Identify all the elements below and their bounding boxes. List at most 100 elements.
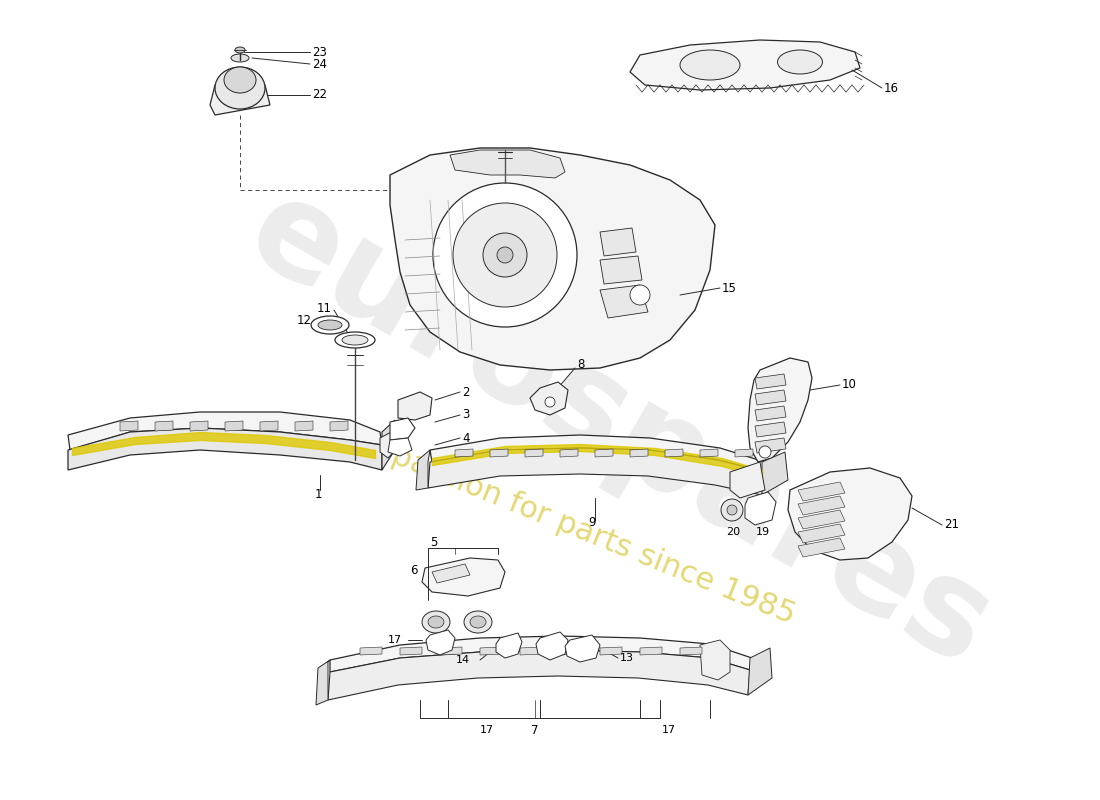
- Polygon shape: [295, 421, 313, 431]
- Polygon shape: [700, 449, 718, 457]
- Circle shape: [453, 203, 557, 307]
- Ellipse shape: [428, 616, 444, 628]
- Polygon shape: [536, 632, 568, 660]
- Polygon shape: [190, 421, 208, 431]
- Polygon shape: [260, 421, 278, 431]
- Circle shape: [759, 446, 771, 458]
- Polygon shape: [560, 647, 582, 655]
- Text: 4: 4: [462, 431, 470, 445]
- Polygon shape: [755, 406, 786, 421]
- Polygon shape: [666, 449, 683, 457]
- Polygon shape: [330, 636, 752, 672]
- Text: 7: 7: [531, 723, 539, 737]
- Text: 13: 13: [620, 653, 634, 663]
- Text: a passion for parts since 1985: a passion for parts since 1985: [361, 430, 800, 630]
- Text: 6: 6: [410, 563, 418, 577]
- Polygon shape: [328, 650, 750, 700]
- Polygon shape: [400, 647, 422, 655]
- Polygon shape: [755, 438, 786, 453]
- Text: 23: 23: [312, 46, 327, 58]
- Circle shape: [433, 183, 578, 327]
- Text: 16: 16: [884, 82, 899, 94]
- Polygon shape: [798, 496, 845, 515]
- Ellipse shape: [336, 332, 375, 348]
- Ellipse shape: [342, 335, 369, 345]
- Polygon shape: [455, 449, 473, 457]
- Ellipse shape: [680, 50, 740, 80]
- Polygon shape: [735, 449, 754, 457]
- Text: 10: 10: [842, 378, 857, 391]
- Polygon shape: [565, 635, 600, 662]
- Text: 11: 11: [317, 302, 332, 314]
- Polygon shape: [748, 358, 812, 462]
- Circle shape: [483, 233, 527, 277]
- Polygon shape: [330, 421, 348, 431]
- Ellipse shape: [214, 67, 265, 109]
- Polygon shape: [390, 418, 415, 440]
- Text: 24: 24: [312, 58, 327, 70]
- Polygon shape: [226, 421, 243, 431]
- Polygon shape: [762, 452, 788, 495]
- Circle shape: [497, 247, 513, 263]
- Text: 17: 17: [480, 725, 494, 735]
- Ellipse shape: [231, 54, 249, 62]
- Circle shape: [630, 285, 650, 305]
- Polygon shape: [422, 558, 505, 596]
- Ellipse shape: [318, 320, 342, 330]
- Polygon shape: [520, 647, 542, 655]
- Polygon shape: [530, 382, 568, 415]
- Ellipse shape: [311, 316, 349, 334]
- Ellipse shape: [464, 611, 492, 633]
- Polygon shape: [480, 647, 502, 655]
- Polygon shape: [755, 374, 786, 389]
- Circle shape: [727, 505, 737, 515]
- Polygon shape: [755, 390, 786, 405]
- Polygon shape: [798, 524, 845, 543]
- Circle shape: [544, 397, 556, 407]
- Circle shape: [720, 499, 742, 521]
- Polygon shape: [525, 449, 543, 457]
- Text: 12: 12: [297, 314, 312, 326]
- Polygon shape: [595, 449, 613, 457]
- Ellipse shape: [235, 47, 245, 53]
- Polygon shape: [600, 647, 621, 655]
- Text: eurospares: eurospares: [227, 166, 1013, 694]
- Polygon shape: [490, 449, 508, 457]
- Polygon shape: [316, 660, 330, 705]
- Text: 5: 5: [430, 535, 438, 549]
- Text: 8: 8: [578, 358, 584, 371]
- Polygon shape: [755, 422, 786, 437]
- Polygon shape: [68, 428, 382, 470]
- Text: 21: 21: [944, 518, 959, 531]
- Text: 3: 3: [462, 409, 470, 422]
- Polygon shape: [730, 462, 764, 498]
- Polygon shape: [68, 412, 382, 450]
- Polygon shape: [788, 468, 912, 560]
- Polygon shape: [798, 538, 845, 557]
- Polygon shape: [630, 40, 860, 90]
- Text: 15: 15: [722, 282, 737, 294]
- Polygon shape: [640, 647, 662, 655]
- Polygon shape: [390, 148, 715, 370]
- Text: 1: 1: [315, 489, 321, 502]
- Polygon shape: [155, 421, 173, 431]
- Polygon shape: [680, 647, 702, 655]
- Polygon shape: [700, 640, 730, 680]
- Text: 17: 17: [388, 635, 401, 645]
- Ellipse shape: [224, 67, 256, 93]
- Ellipse shape: [470, 616, 486, 628]
- Polygon shape: [450, 150, 565, 178]
- Polygon shape: [440, 647, 462, 655]
- Polygon shape: [600, 256, 642, 284]
- Text: 2: 2: [462, 386, 470, 398]
- Polygon shape: [745, 492, 776, 525]
- Polygon shape: [798, 482, 845, 501]
- Polygon shape: [428, 448, 764, 495]
- Polygon shape: [600, 228, 636, 256]
- Ellipse shape: [778, 50, 823, 74]
- Polygon shape: [360, 647, 382, 655]
- Text: 9: 9: [588, 517, 596, 530]
- Polygon shape: [798, 510, 845, 529]
- Polygon shape: [379, 430, 400, 458]
- Polygon shape: [416, 450, 430, 490]
